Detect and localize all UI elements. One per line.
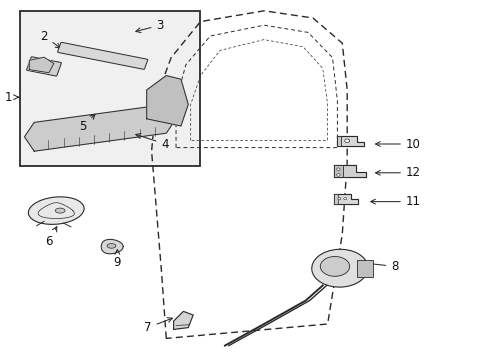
Ellipse shape — [28, 197, 84, 224]
Text: 10: 10 — [375, 138, 420, 150]
Ellipse shape — [55, 208, 65, 213]
Text: 2: 2 — [40, 30, 61, 48]
Polygon shape — [173, 311, 193, 329]
Bar — [334, 194, 338, 204]
Ellipse shape — [336, 174, 339, 176]
Polygon shape — [29, 57, 54, 73]
Text: 5: 5 — [79, 114, 95, 132]
Polygon shape — [334, 194, 357, 204]
Bar — [337, 136, 341, 146]
Text: 11: 11 — [370, 195, 420, 208]
Ellipse shape — [343, 198, 346, 200]
Bar — [333, 165, 342, 177]
Polygon shape — [24, 104, 176, 151]
Text: 4: 4 — [136, 134, 168, 150]
Ellipse shape — [344, 139, 349, 143]
Text: 1: 1 — [5, 91, 19, 104]
Ellipse shape — [107, 243, 116, 248]
Polygon shape — [333, 165, 365, 177]
Ellipse shape — [311, 249, 367, 287]
Text: 3: 3 — [136, 19, 163, 32]
Ellipse shape — [336, 168, 339, 170]
Polygon shape — [101, 239, 123, 254]
Polygon shape — [337, 136, 364, 146]
Text: 9: 9 — [113, 249, 121, 269]
Polygon shape — [146, 76, 188, 126]
Ellipse shape — [337, 198, 340, 200]
Bar — [20, 11, 200, 166]
Text: 12: 12 — [375, 166, 420, 179]
Text: 8: 8 — [365, 260, 398, 273]
Text: 6: 6 — [45, 227, 57, 248]
FancyBboxPatch shape — [58, 42, 147, 69]
Text: 7: 7 — [144, 318, 172, 334]
Bar — [356, 260, 372, 277]
Ellipse shape — [320, 256, 349, 276]
FancyBboxPatch shape — [26, 57, 61, 76]
